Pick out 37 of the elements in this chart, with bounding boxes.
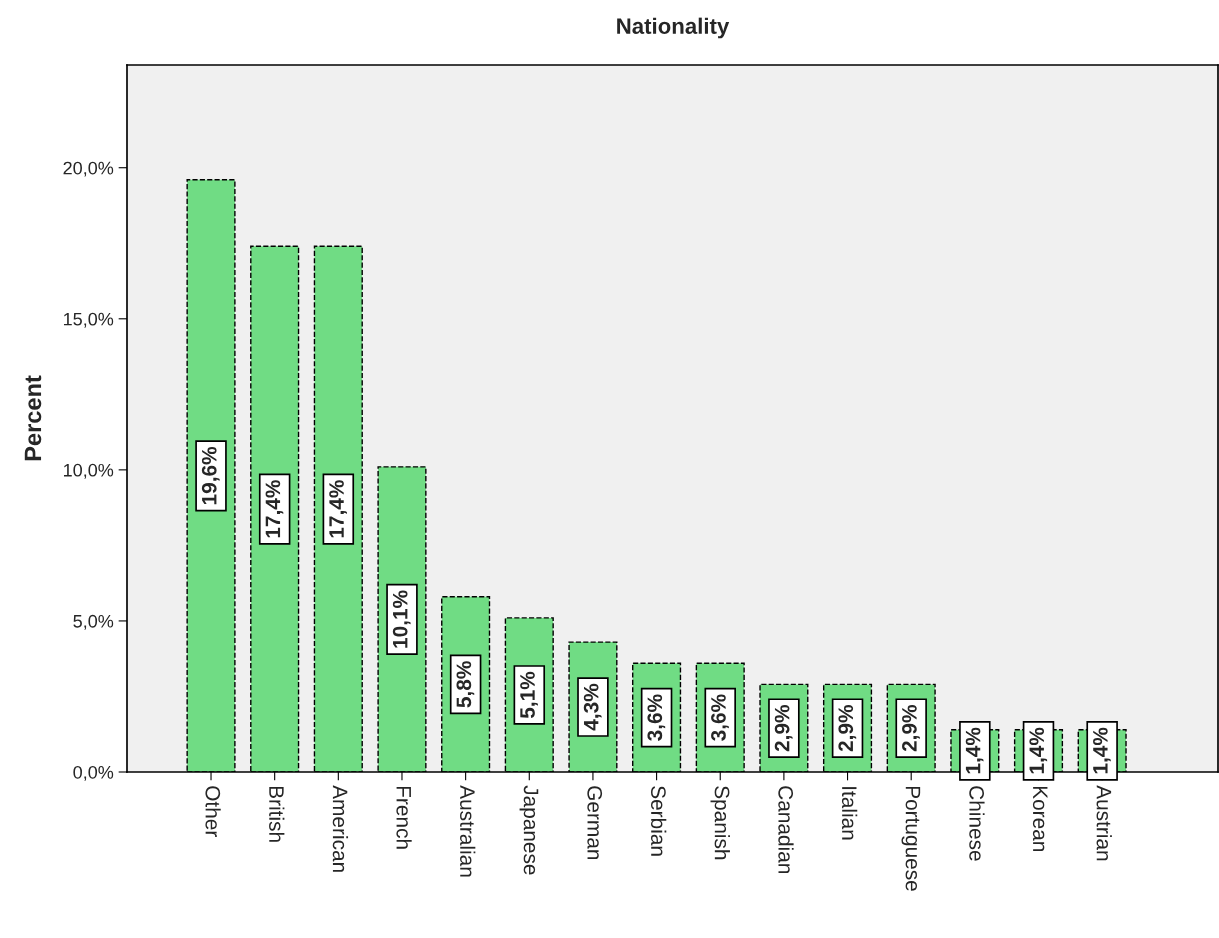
data-label: 5,1% xyxy=(520,671,538,719)
data-label: 4,3% xyxy=(583,683,602,731)
y-tick-label: 15,0% xyxy=(63,312,114,328)
x-tick-label: Australian xyxy=(460,785,476,877)
data-label: 1,4% xyxy=(965,727,984,774)
x-tick-label: Spanish xyxy=(710,786,730,860)
x-tick-label: Serbian xyxy=(650,786,667,856)
data-label: 5,8% xyxy=(456,661,475,708)
x-tick-label: American xyxy=(332,785,349,872)
data-label: 3,6% xyxy=(711,694,729,741)
data-label: 2,9% xyxy=(774,705,793,752)
x-tick-label: Canadian xyxy=(778,786,794,874)
y-tick-label: 0,0% xyxy=(73,765,114,781)
x-tick-label: Portuguese xyxy=(901,786,921,891)
data-label: 17,4% xyxy=(265,480,284,538)
data-label: 19,6% xyxy=(201,446,220,505)
y-tick-label: 10,0% xyxy=(63,463,114,479)
x-tick-label: Japanese xyxy=(519,785,539,875)
data-label: 2,9% xyxy=(838,705,857,752)
y-axis-title: Percent xyxy=(24,375,42,461)
y-tick-label: 5,0% xyxy=(73,614,114,630)
x-tick-label: Korean xyxy=(1032,786,1048,852)
x-tick-label: French xyxy=(396,786,412,849)
data-label: 17,4% xyxy=(329,480,347,538)
data-label: 3,6% xyxy=(647,694,666,741)
x-tick-label: Austrian xyxy=(1096,785,1112,861)
x-tick-label: Chinese xyxy=(969,786,985,861)
y-tick-label: 20,0% xyxy=(63,161,114,177)
x-tick-label: Italian xyxy=(841,787,858,840)
chart-title: Nationality xyxy=(617,17,730,39)
data-label: 1,4% xyxy=(1093,727,1111,774)
data-label: 10,1% xyxy=(392,590,411,648)
data-label: 2,9% xyxy=(902,705,920,752)
x-tick-label: British xyxy=(269,786,285,842)
x-tick-label: Other xyxy=(205,786,221,837)
data-label: 1,4% xyxy=(1029,727,1048,774)
x-tick-label: German xyxy=(587,786,603,860)
